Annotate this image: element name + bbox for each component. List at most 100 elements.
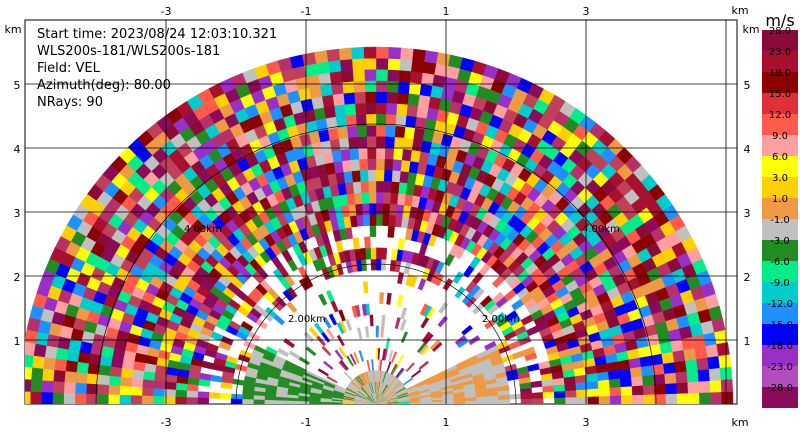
velocity-gate (385, 136, 395, 148)
velocity-gate (328, 60, 341, 73)
velocity-gate (376, 259, 381, 270)
velocity-gate (424, 51, 438, 64)
velocity-gate (398, 81, 410, 93)
velocity-gate (65, 361, 77, 373)
velocity-gate (354, 193, 362, 205)
velocity-gate (302, 52, 316, 65)
velocity-gate (132, 370, 144, 380)
y-tick-left: 1 (14, 335, 21, 348)
velocity-gate (121, 368, 133, 378)
velocity-gate (385, 125, 395, 137)
velocity-gate (365, 92, 376, 103)
velocity-gate (142, 380, 154, 389)
velocity-gate (64, 382, 76, 393)
y-tick-left: 3 (14, 207, 21, 220)
velocity-gate (364, 69, 376, 80)
velocity-gate (68, 339, 81, 352)
velocity-gate (353, 181, 362, 193)
velocity-gate (696, 357, 709, 370)
velocity-gate (53, 393, 64, 404)
y-tick-left: 2 (14, 271, 21, 284)
velocity-gate (391, 181, 400, 193)
velocity-gate (387, 81, 399, 93)
velocity-gate (287, 401, 298, 404)
velocity-gate (34, 344, 47, 358)
colorbar-label: 12.0 (769, 110, 791, 121)
velocity-gate (186, 397, 197, 404)
velocity-gate (359, 159, 368, 171)
velocity-gate (75, 394, 86, 405)
velocity-gate (421, 73, 434, 86)
velocity-gate (383, 181, 391, 193)
velocity-gate (376, 326, 379, 337)
instrument-label: WLS200s-181/WLS200s-181 (37, 44, 220, 59)
velocity-gate (390, 193, 398, 205)
velocity-gate (707, 356, 720, 369)
x-tick-bottom: -1 (301, 416, 312, 429)
velocity-gate (674, 361, 686, 373)
velocity-gate (153, 388, 165, 396)
velocity-gate (360, 181, 368, 193)
velocity-gate (165, 375, 177, 384)
velocity-gate (314, 51, 328, 64)
colorbar-label: -3.0 (770, 236, 790, 247)
velocity-gate (543, 392, 555, 399)
velocity-gate (32, 356, 45, 369)
velocity-gate (642, 375, 654, 386)
velocity-gate (384, 170, 393, 182)
velocity-gate (598, 380, 610, 389)
velocity-gate (20, 367, 32, 380)
velocity-gate (632, 395, 643, 404)
velocity-gate (276, 401, 287, 405)
velocity-gate (242, 395, 253, 400)
velocity-gate (436, 52, 450, 65)
velocity-gate (187, 384, 199, 391)
velocity-gate (318, 73, 331, 86)
velocity-gate (389, 204, 397, 216)
velocity-gate (644, 394, 655, 404)
velocity-gate (588, 396, 599, 404)
velocity-gate (264, 400, 275, 404)
velocity-gate (76, 362, 88, 374)
velocity-gate (242, 399, 253, 404)
velocity-gate (43, 357, 56, 370)
velocity-gate (342, 81, 354, 93)
velocity-gate (365, 81, 376, 92)
velocity-gate (399, 70, 411, 82)
velocity-gate (30, 392, 41, 404)
velocity-gate (142, 396, 153, 404)
velocity-gate (154, 373, 166, 382)
velocity-gate (79, 341, 92, 353)
velocity-gate (357, 136, 367, 148)
velocity-gate (388, 47, 401, 59)
velocity-gate (367, 147, 376, 158)
velocity-gate (394, 137, 404, 149)
velocity-gate (699, 381, 711, 393)
velocity-gate (337, 127, 348, 139)
velocity-gate (588, 388, 600, 396)
y-unit-right: km (742, 23, 759, 36)
x-tick-bottom: -3 (161, 416, 172, 429)
velocity-gate (655, 394, 666, 404)
velocity-gate (532, 398, 543, 404)
velocity-gate (412, 139, 423, 151)
colorbar-label: -15.0 (767, 320, 793, 331)
velocity-gate (381, 259, 386, 270)
velocity-gate (370, 226, 376, 237)
velocity-gate (369, 192, 376, 203)
velocity-gate (677, 393, 688, 404)
velocity-gate (499, 399, 510, 404)
x-tick-top: 1 (443, 5, 450, 18)
colorbar-label: 15.0 (769, 89, 791, 100)
velocity-gate (175, 397, 186, 404)
velocity-gate (176, 376, 188, 384)
velocity-gate (376, 170, 384, 181)
velocity-gate (395, 126, 406, 138)
velocity-gate (398, 182, 407, 194)
velocity-gate (276, 397, 287, 401)
velocity-gate (198, 392, 210, 399)
velocity-gate (641, 365, 653, 376)
velocity-gate (143, 371, 155, 380)
velocity-gate (685, 359, 698, 371)
